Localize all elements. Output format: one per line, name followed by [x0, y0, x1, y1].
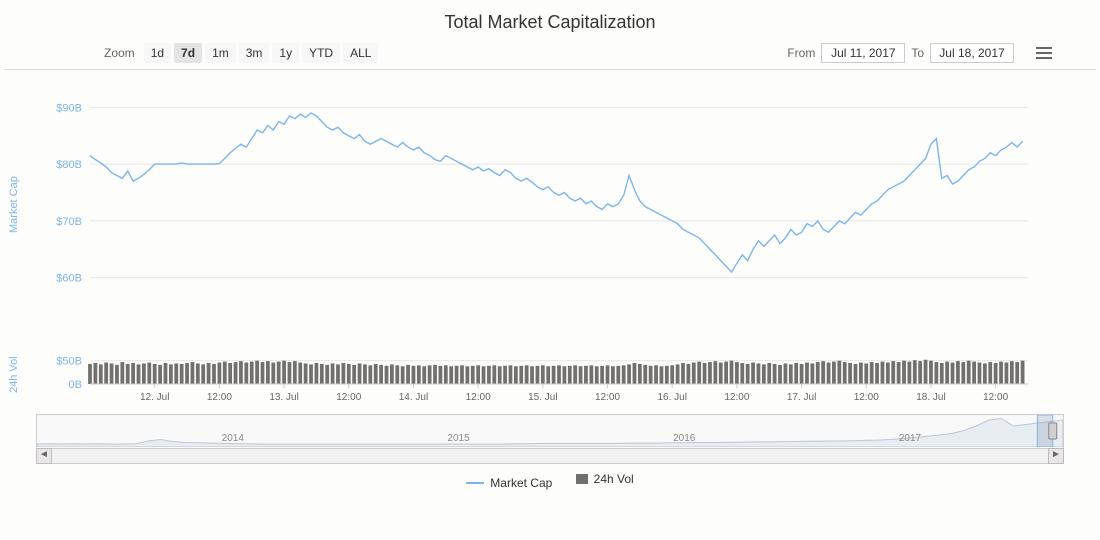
export-menu-icon[interactable]	[1032, 43, 1056, 63]
svg-text:16. Jul: 16. Jul	[657, 392, 686, 403]
svg-text:15. Jul: 15. Jul	[528, 392, 557, 403]
navigator-year-label: 2017	[899, 433, 921, 444]
navigator-scroll-track[interactable]	[52, 448, 1048, 464]
svg-text:12:00: 12:00	[336, 392, 361, 403]
zoom-label: Zoom	[104, 46, 135, 60]
zoom-1d[interactable]: 1d	[144, 43, 171, 63]
svg-text:$90B: $90B	[56, 102, 82, 114]
zoom-7d[interactable]: 7d	[174, 43, 202, 63]
navigator-scroll-right-icon[interactable]: ►	[1048, 448, 1064, 464]
svg-text:12:00: 12:00	[854, 392, 879, 403]
legend-volume[interactable]: 24h Vol	[576, 472, 634, 486]
navigator[interactable]: ◄ ► 2014 2015 2016 2017	[36, 414, 1064, 464]
zoom-1m[interactable]: 1m	[205, 43, 236, 63]
zoom-3m[interactable]: 3m	[239, 43, 270, 63]
svg-text:14. Jul: 14. Jul	[399, 392, 428, 403]
svg-text:$60B: $60B	[56, 273, 82, 285]
svg-text:$80B: $80B	[56, 159, 82, 171]
svg-text:$50B: $50B	[56, 356, 82, 368]
svg-text:18. Jul: 18. Jul	[916, 392, 945, 403]
svg-text:0B: 0B	[69, 379, 82, 391]
legend-line-swatch	[466, 482, 484, 484]
navigator-year-label: 2014	[222, 433, 244, 444]
navigator-year-label: 2016	[673, 433, 695, 444]
svg-text:17. Jul: 17. Jul	[787, 392, 816, 403]
legend-bar-swatch	[576, 474, 588, 484]
zoom-1y[interactable]: 1y	[272, 43, 299, 63]
zoom-group: Zoom 1d 7d 1m 3m 1y YTD ALL	[104, 43, 378, 63]
svg-text:12:00: 12:00	[466, 392, 491, 403]
chart-area: Market Cap 24h Vol $60B$70B$80B$90B0B$50…	[36, 78, 1064, 408]
to-label: To	[911, 46, 924, 60]
svg-text:12:00: 12:00	[983, 392, 1008, 403]
legend-marketcap-label: Market Cap	[490, 476, 552, 490]
from-label: From	[787, 46, 815, 60]
y-axis-title-marketcap: Market Cap	[8, 176, 20, 233]
zoom-ytd[interactable]: YTD	[302, 43, 340, 63]
legend: Market Cap 24h Vol	[0, 464, 1100, 490]
svg-text:12:00: 12:00	[724, 392, 749, 403]
svg-text:$70B: $70B	[56, 216, 82, 228]
navigator-year-label: 2015	[447, 433, 469, 444]
from-date-input[interactable]	[821, 43, 905, 63]
svg-text:12:00: 12:00	[595, 392, 620, 403]
svg-text:13. Jul: 13. Jul	[269, 392, 298, 403]
chart-svg[interactable]: $60B $70B $80B $90B 0B $50B 12. Jul 12:00 13. Ju…	[36, 78, 1036, 408]
legend-marketcap[interactable]: Market Cap	[466, 476, 552, 490]
chart-toolbar: Zoom 1d 7d 1m 3m 1y YTD ALL From To	[4, 39, 1096, 70]
svg-text:12:00: 12:00	[207, 392, 232, 403]
navigator-scroll-left-icon[interactable]: ◄	[36, 448, 52, 464]
zoom-all[interactable]: ALL	[343, 43, 378, 63]
to-date-input[interactable]	[930, 43, 1014, 63]
date-range-group: From To	[787, 43, 1056, 63]
svg-text:12. Jul: 12. Jul	[140, 392, 169, 403]
chart-title: Total Market Capitalization	[0, 0, 1100, 39]
y-axis-title-volume: 24h Vol	[8, 356, 20, 393]
legend-volume-label: 24h Vol	[594, 472, 634, 486]
